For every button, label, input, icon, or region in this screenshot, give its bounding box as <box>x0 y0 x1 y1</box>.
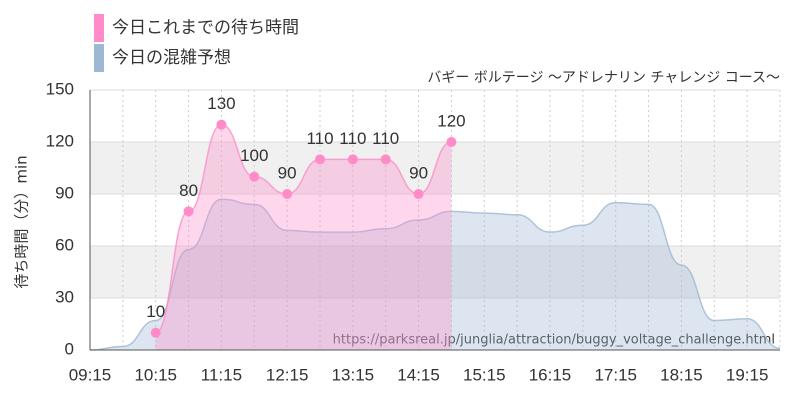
data-label: 80 <box>179 181 198 200</box>
y-tick-label: 150 <box>46 79 74 98</box>
data-point <box>183 206 194 217</box>
data-point <box>315 154 325 165</box>
x-tick-label: 09:15 <box>69 365 112 384</box>
y-tick-label: 30 <box>55 287 74 306</box>
legend-label: 今日の混雑予想 <box>112 48 231 68</box>
y-tick-label: 120 <box>46 131 74 150</box>
chart-title: バギー ボルテージ 〜アドレナリン チャレンジ コース〜 <box>427 70 780 86</box>
data-label: 10 <box>146 302 165 321</box>
data-label: 110 <box>372 129 399 148</box>
legend-swatch <box>94 14 104 42</box>
data-label: 130 <box>207 94 235 113</box>
data-label: 90 <box>278 163 297 182</box>
area <box>90 199 780 350</box>
x-tick-label: 16:15 <box>529 365 572 384</box>
data-label: 100 <box>240 146 268 165</box>
data-point <box>347 154 358 165</box>
watermark: https://parksreal.jp/junglia/attraction/… <box>333 333 775 348</box>
y-tick-label: 60 <box>55 235 74 254</box>
x-tick-label: 15:15 <box>463 365 506 384</box>
data-point <box>249 171 260 182</box>
area <box>155 124 452 350</box>
data-point <box>413 189 424 199</box>
data-point <box>380 154 391 165</box>
data-point <box>216 119 227 130</box>
data-label: 110 <box>306 129 333 148</box>
line <box>89 198 781 351</box>
data-point <box>282 189 293 199</box>
y-axis-label: 待ち時間（分）min <box>13 155 31 288</box>
x-tick-label: 10:15 <box>134 365 177 384</box>
data-label: 120 <box>437 111 465 130</box>
y-tick-label: 90 <box>55 183 74 202</box>
data-point <box>446 137 457 147</box>
x-tick-label: 14:15 <box>397 365 440 384</box>
data-point <box>150 327 161 338</box>
y-tick-label: 0 <box>65 339 74 358</box>
x-tick-label: 17:15 <box>594 365 637 384</box>
legend-label: 今日これまでの待ち時間 <box>112 18 299 38</box>
grid-band <box>90 246 780 298</box>
data-label: 90 <box>409 163 428 182</box>
x-tick-label: 13:15 <box>332 365 375 384</box>
x-tick-label: 19:15 <box>726 365 769 384</box>
legend-swatch <box>94 44 104 72</box>
x-tick-label: 11:15 <box>201 365 242 384</box>
data-label: 110 <box>339 129 366 148</box>
x-tick-label: 12:15 <box>266 365 309 384</box>
line <box>155 123 452 334</box>
x-tick-label: 18:15 <box>660 365 703 384</box>
